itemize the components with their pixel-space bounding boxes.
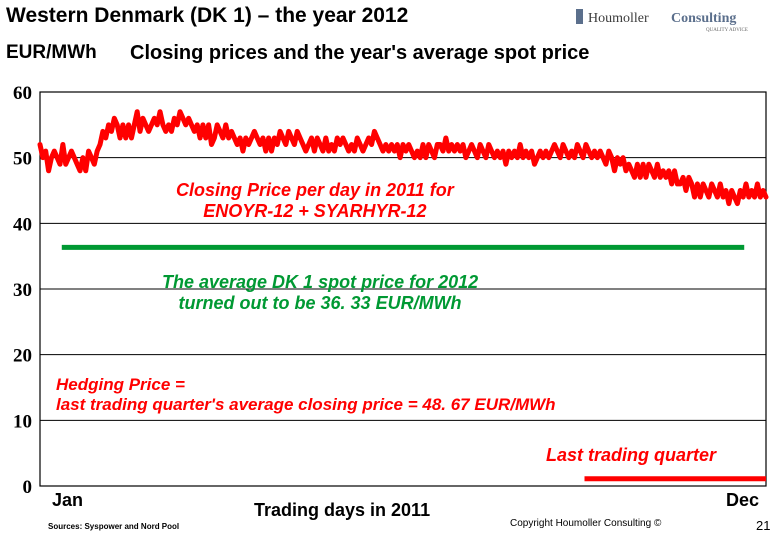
svg-text:10: 10 (13, 411, 32, 432)
annotation-line: Hedging Price = (56, 375, 185, 394)
svg-text:0: 0 (23, 477, 33, 498)
sources-text: Sources: Syspower and Nord Pool (48, 522, 179, 531)
annotation-hedging: Hedging Price = last trading quarter's a… (56, 375, 556, 415)
annotation-avg-spot: The average DK 1 spot price for 2012 tur… (162, 272, 478, 314)
x-axis-label: Trading days in 2011 (254, 500, 430, 521)
slide-number: 21 (756, 518, 770, 533)
annotation-line: last trading quarter's average closing p… (56, 395, 556, 414)
annotation-line: ENOYR-12 + SYARHYR-12 (203, 201, 426, 221)
annotation-closing-price: Closing Price per day in 2011 for ENOYR-… (176, 180, 454, 222)
svg-text:50: 50 (13, 149, 32, 170)
x-tick-first: Jan (52, 490, 83, 511)
annotation-line: turned out to be 36. 33 EUR/MWh (179, 293, 462, 313)
svg-text:60: 60 (13, 83, 32, 104)
copyright-text: Copyright Houmoller Consulting © (510, 518, 661, 529)
x-tick-last: Dec (726, 490, 759, 511)
svg-text:20: 20 (13, 346, 32, 367)
annotation-last-quarter: Last trading quarter (546, 445, 716, 466)
annotation-line: Closing Price per day in 2011 for (176, 180, 454, 200)
svg-text:30: 30 (13, 280, 32, 301)
annotation-line: The average DK 1 spot price for 2012 (162, 272, 478, 292)
svg-text:40: 40 (13, 214, 32, 235)
